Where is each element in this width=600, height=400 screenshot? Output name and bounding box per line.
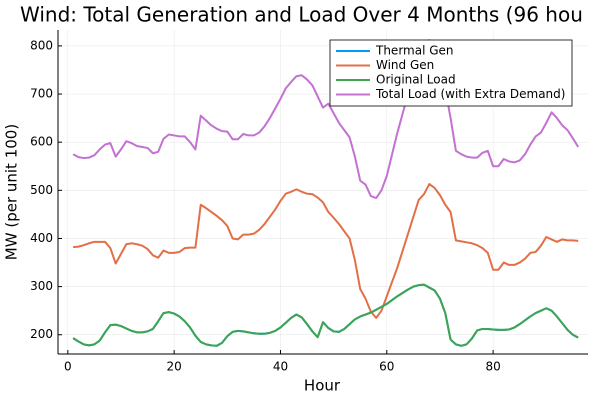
x-axis-label: Hour: [304, 377, 341, 395]
legend-label: Thermal Gen: [375, 44, 454, 58]
legend-label: Wind Gen: [376, 58, 434, 72]
y-tick-label: 700: [30, 87, 53, 101]
series-line: [72, 283, 579, 347]
y-tick-label: 600: [30, 135, 53, 149]
series-line: [72, 39, 580, 200]
y-axis-label: MW (per unit 100): [3, 124, 21, 260]
y-tick-label: 200: [30, 327, 53, 341]
x-tick-label: 40: [273, 360, 288, 374]
legend-label: Total Load (with Extra Demand): [375, 87, 565, 101]
x-tick-label: 60: [379, 360, 394, 374]
x-tick-label: 0: [64, 360, 72, 374]
legend-box: [329, 39, 573, 107]
legend-label: Original Load: [376, 73, 456, 87]
y-tick-label: 800: [30, 38, 53, 52]
chart-title: Wind: Total Generation and Load Over 4 M…: [20, 3, 583, 27]
y-tick-label: 300: [30, 279, 53, 293]
x-tick-label: 20: [167, 360, 182, 374]
x-tick-label: 80: [485, 360, 500, 374]
y-tick-label: 400: [30, 231, 53, 245]
series-line: [72, 283, 579, 347]
series-line: [73, 183, 579, 319]
y-tick-label: 500: [30, 183, 53, 197]
